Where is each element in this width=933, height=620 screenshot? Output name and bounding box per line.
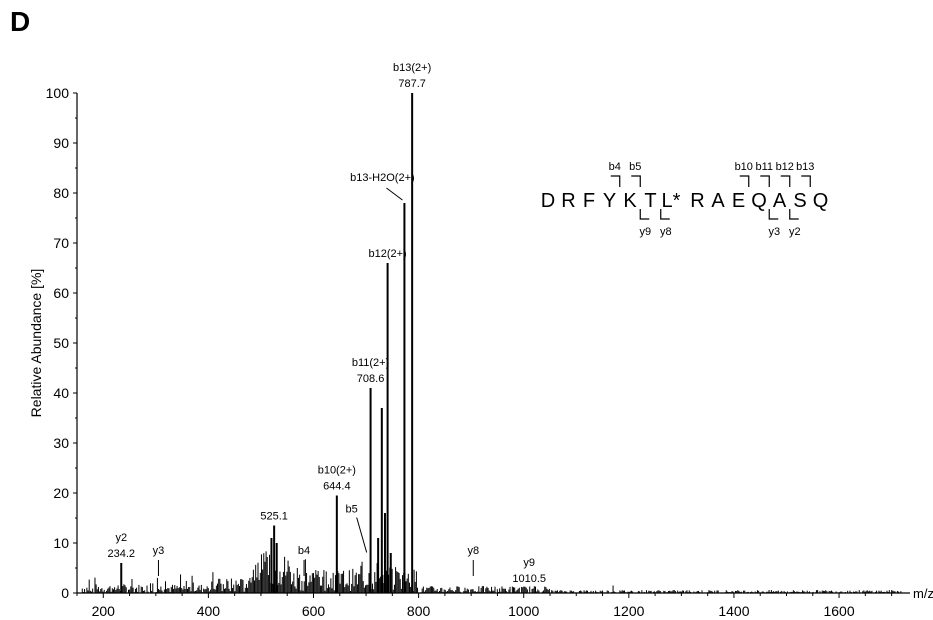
peak-label: y9 [523,557,535,569]
callout-label: b5 [346,504,358,516]
b-ion-label: b13 [796,161,814,173]
axes: 0 10 20 30 40 50 60 70 80 90 100 200 400 600 800 1000 12… [28,85,933,619]
peak-label: b4 [298,545,310,557]
peak-annotations: y2 234.2 y3 525.1 b4 b10(2+) 644.4 b11(2+) 708.6… [107,62,546,585]
b-ion-label: b5 [629,161,641,173]
y-tick-label: 10 [53,535,69,551]
x-tick-label: 600 [302,603,326,619]
peptide-residue: F [583,190,595,212]
peak-label: b12(2+) [368,248,406,260]
y-ion-label: y2 [789,226,801,238]
y-ion-label: y3 [768,226,780,238]
b-ion-bracket [780,175,791,187]
peak-label: y2 [115,532,127,544]
peak-label: b11(2+) [352,357,389,369]
b-ion-bracket [760,175,770,187]
y-ion-label: y9 [639,226,651,238]
y-tick-label: 100 [46,85,70,101]
panel-letter: D [10,6,31,37]
y-tick-label: 40 [53,385,69,401]
peptide-residue: S [793,190,806,212]
peak-label: b13(2+) [393,62,431,74]
y-axis-label: Relative Abundance [%] [28,269,44,418]
b-ion-label: b10 [735,161,753,173]
peak-label: 525.1 [260,511,288,523]
peak-label: 234.2 [107,548,135,560]
peak-label: y8 [467,545,479,557]
y-ion-bracket [639,209,650,220]
y-ion-bracket [768,209,779,220]
y-ion-bracket [660,209,670,220]
peptide-residue: D [541,190,555,212]
y-tick-label: 0 [61,585,69,601]
callout-label: b13-H2O(2+) [350,172,415,184]
peptide-residue: R [561,190,575,212]
peptide-residue: Q [751,190,767,212]
b-ion-bracket [739,175,750,187]
b-ion-bracket [801,175,811,187]
x-tick-label: 800 [407,603,431,619]
b-ion-label: b11 [755,161,773,173]
x-axis-label: m/z [913,586,933,601]
x-tick-label: 200 [92,603,116,619]
peptide-residue: E [732,190,745,212]
x-tick-label: 1000 [508,603,539,619]
peptide-residue: R [690,190,704,212]
peptide-residue: Y [603,190,616,212]
y-tick-label: 50 [53,335,69,351]
peptide-residue: T [644,190,656,212]
y-tick-label: 60 [53,285,69,301]
peak-label: 708.6 [357,373,385,385]
x-tick-label: 400 [197,603,221,619]
y-tick-label: 20 [53,485,69,501]
b-ion-bracket [610,175,621,187]
y-ion-bracket [789,209,799,220]
x-tick-label: 1600 [823,603,854,619]
peptide-residue: K [623,190,637,212]
peptide-residue: A [711,190,725,212]
major-peaks [120,93,414,593]
peptide-residue: A [773,190,787,212]
peak-label: 787.7 [398,78,426,90]
callout-leader [356,517,368,553]
b-ion-bracket [631,175,641,187]
noise-peaks [81,551,903,593]
peak-label: 644.4 [323,481,351,493]
peak-label: b10(2+) [318,465,356,477]
y-ion-label: y8 [660,226,672,238]
x-tick-label: 1200 [613,603,644,619]
peptide-residue: Q [813,190,829,212]
y-tick-label: 70 [53,235,69,251]
peak-label: 1010.5 [512,573,546,585]
y-tick-label: 30 [53,435,69,451]
b-ion-label: b12 [776,161,794,173]
peak-label: y3 [153,545,165,557]
callout-leader [386,187,403,201]
peptide-residue: L* [662,190,681,212]
y-tick-label: 90 [53,135,69,151]
x-tick-label: 1400 [718,603,749,619]
b-ion-label: b4 [609,161,621,173]
y-tick-label: 80 [53,185,69,201]
